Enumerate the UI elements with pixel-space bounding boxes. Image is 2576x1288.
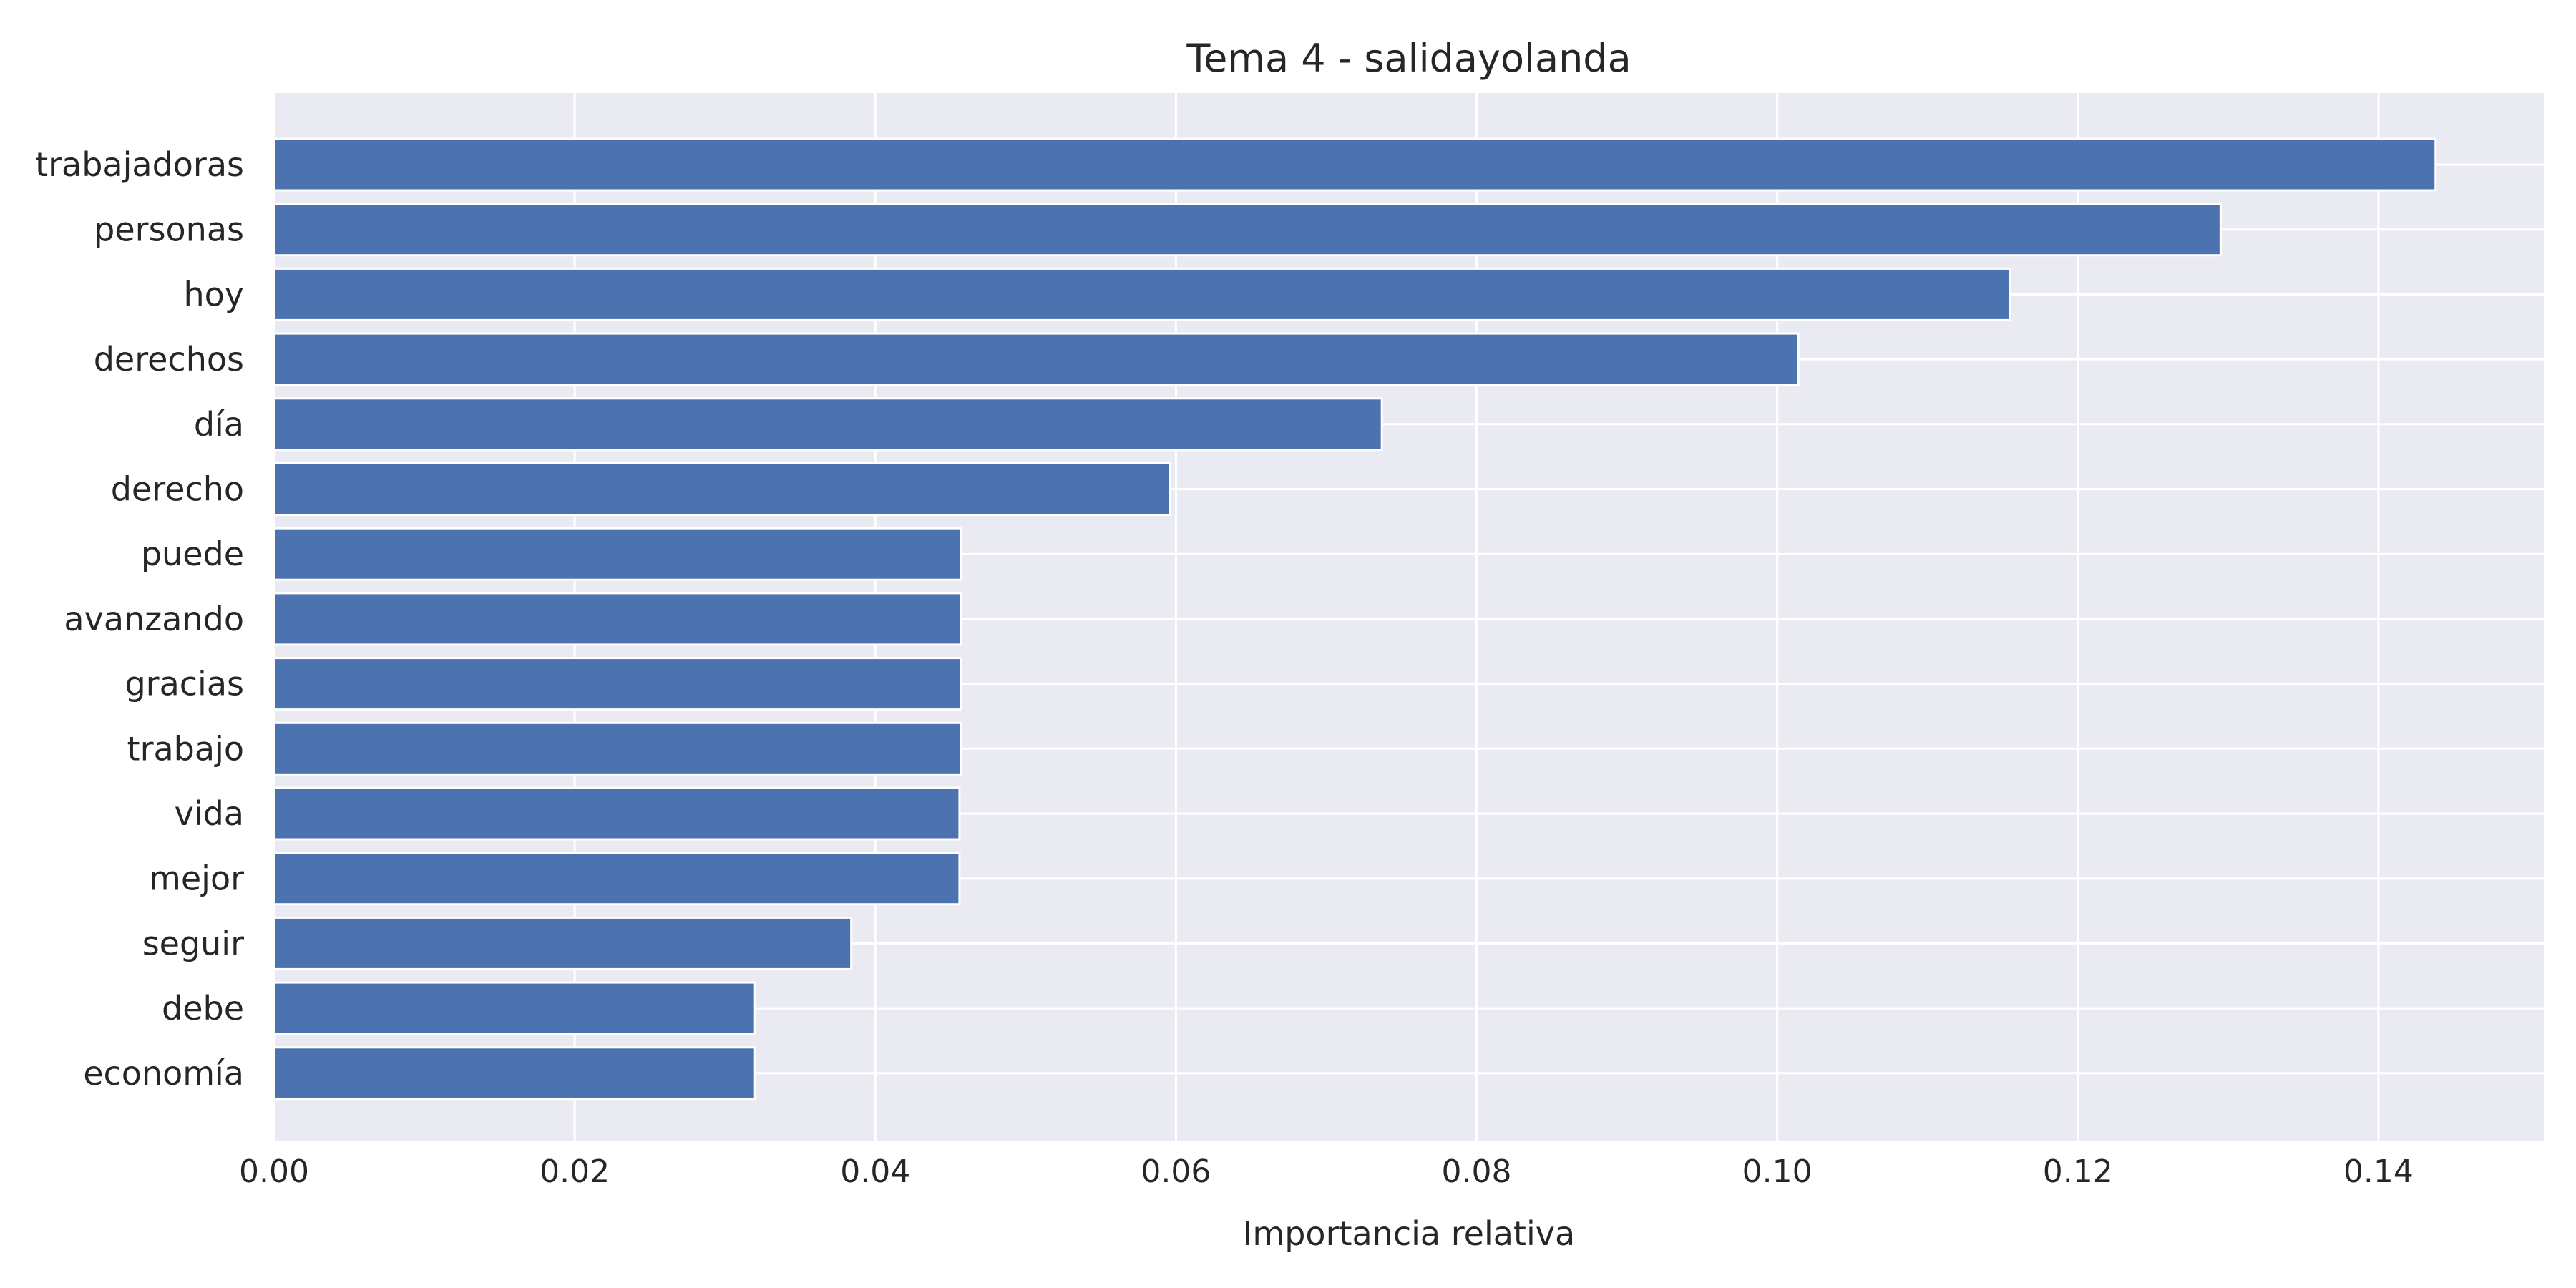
bar-avanzando	[273, 592, 962, 646]
category-label: seguir	[142, 924, 244, 962]
category-label: gracias	[125, 665, 244, 703]
category-label: derechos	[94, 340, 244, 379]
bars	[273, 137, 2437, 1101]
category-label: trabajadoras	[35, 145, 244, 184]
x-tick-label: 0.00	[239, 1153, 309, 1190]
bar-puede	[273, 527, 962, 581]
x-tick-label: 0.12	[2043, 1153, 2113, 1190]
bar-trabajadoras	[273, 137, 2437, 192]
bar-seguir	[273, 916, 853, 970]
category-label: trabajo	[127, 729, 244, 768]
category-label: avanzando	[64, 600, 244, 638]
category-label: vida	[175, 794, 244, 833]
category-label: derecho	[111, 470, 244, 509]
category-label: hoy	[183, 275, 244, 313]
chart-title: Tema 4 - salidayolanda	[1186, 36, 1631, 81]
x-tick-label: 0.14	[2343, 1153, 2414, 1190]
bar-derechos	[273, 332, 1800, 386]
x-tick-labels: 0.00 0.02 0.04 0.06 0.08 0.10 0.12 0.14	[239, 1153, 2414, 1190]
bar-mejor	[273, 852, 961, 906]
bar-hoy	[273, 267, 2011, 321]
bar-economía	[273, 1046, 756, 1101]
category-labels: trabajadoras personas hoy derechos día derech…	[35, 145, 244, 1093]
bar-trabajo	[273, 721, 962, 776]
bar-gracias	[273, 657, 962, 711]
bar-debe	[273, 981, 756, 1035]
bar-derecho	[273, 462, 1171, 516]
category-label: mejor	[149, 859, 244, 898]
x-tick-label: 0.10	[1742, 1153, 1813, 1190]
category-label: puede	[141, 535, 244, 573]
category-label: economía	[83, 1054, 244, 1093]
x-tick-label: 0.08	[1442, 1153, 1512, 1190]
x-axis-title: Importancia relativa	[1243, 1214, 1575, 1253]
category-label: personas	[94, 210, 244, 249]
bar-vida	[273, 786, 961, 841]
x-tick-label: 0.04	[840, 1153, 910, 1190]
category-label: día	[194, 405, 244, 444]
bar-día	[273, 397, 1383, 452]
category-label: debe	[162, 989, 244, 1028]
x-tick-label: 0.02	[540, 1153, 610, 1190]
x-tick-label: 0.06	[1141, 1153, 1211, 1190]
bar-personas	[273, 203, 2222, 257]
